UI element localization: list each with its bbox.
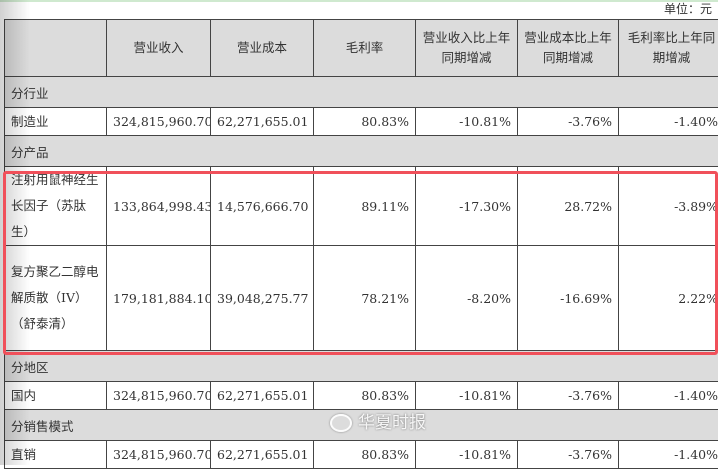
column-header: 营业收入比上年同期增减 [416, 20, 518, 77]
cell-value: -10.81% [416, 108, 518, 136]
top-border [0, 0, 718, 2]
cell-value: 78.21% [314, 246, 416, 351]
cell-value: -8.20% [416, 246, 518, 351]
cell-value: 62,271,655.01 [211, 382, 314, 410]
financial-table: 营业收入营业成本毛利率营业收入比上年同期增减营业成本比上年同期增减毛利率比上年同… [4, 19, 718, 469]
column-header: 营业收入 [107, 20, 211, 77]
cell-value: 62,271,655.01 [211, 441, 314, 469]
cell-value: 324,815,960.70 [107, 382, 211, 410]
cell-value: -1.40% [619, 108, 718, 136]
cell-value: -1.40% [619, 382, 718, 410]
row-name: 制造业 [5, 108, 107, 136]
cell-value: 89.11% [314, 167, 416, 246]
section-header: 分地区 [5, 351, 718, 382]
row-name: 直销 [5, 441, 107, 469]
unit-label: 单位：元 [664, 2, 712, 16]
cell-value: -1.40% [619, 441, 718, 469]
section-title: 分产品 [5, 136, 718, 167]
cell-value: -16.69% [518, 246, 619, 351]
section-title: 分行业 [5, 77, 718, 108]
row-name: 注射用鼠神经生长因子（苏肽生） [5, 167, 107, 246]
cell-value: -3.76% [518, 441, 619, 469]
table-header: 营业收入营业成本毛利率营业收入比上年同期增减营业成本比上年同期增减毛利率比上年同… [5, 20, 718, 77]
cell-value: 28.72% [518, 167, 619, 246]
cell-value: 179,181,884.10 [107, 246, 211, 351]
cell-value: 80.83% [314, 441, 416, 469]
cell-value: 62,271,655.01 [211, 108, 314, 136]
column-header: 毛利率比上年同期增减 [619, 20, 718, 77]
watermark: 华夏时报 [330, 412, 426, 434]
cell-value: -10.81% [416, 382, 518, 410]
section-header: 分行业 [5, 77, 718, 108]
cell-value: -10.81% [416, 441, 518, 469]
cell-value: 324,815,960.70 [107, 108, 211, 136]
cell-value: -3.89% [619, 167, 718, 246]
column-header: 营业成本比上年同期增减 [518, 20, 619, 77]
row-name: 国内 [5, 382, 107, 410]
cell-value: 133,864,998.43 [107, 167, 211, 246]
cell-value: 80.83% [314, 382, 416, 410]
column-header: 毛利率 [314, 20, 416, 77]
column-header: 营业成本 [211, 20, 314, 77]
cell-value: -3.76% [518, 382, 619, 410]
cell-value: -17.30% [416, 167, 518, 246]
cell-value: 80.83% [314, 108, 416, 136]
section-title: 分地区 [5, 351, 718, 382]
section-header: 分产品 [5, 136, 718, 167]
row-name: 复方聚乙二醇电解质散（IV）（舒泰清） [5, 246, 107, 351]
column-header [5, 20, 107, 77]
cell-value: -3.76% [518, 108, 619, 136]
cell-value: 39,048,275.77 [211, 246, 314, 351]
cell-value: 14,576,666.70 [211, 167, 314, 246]
cell-value: 2.22% [619, 246, 718, 351]
cell-value: 324,815,960.70 [107, 441, 211, 469]
weibo-icon [330, 414, 352, 432]
